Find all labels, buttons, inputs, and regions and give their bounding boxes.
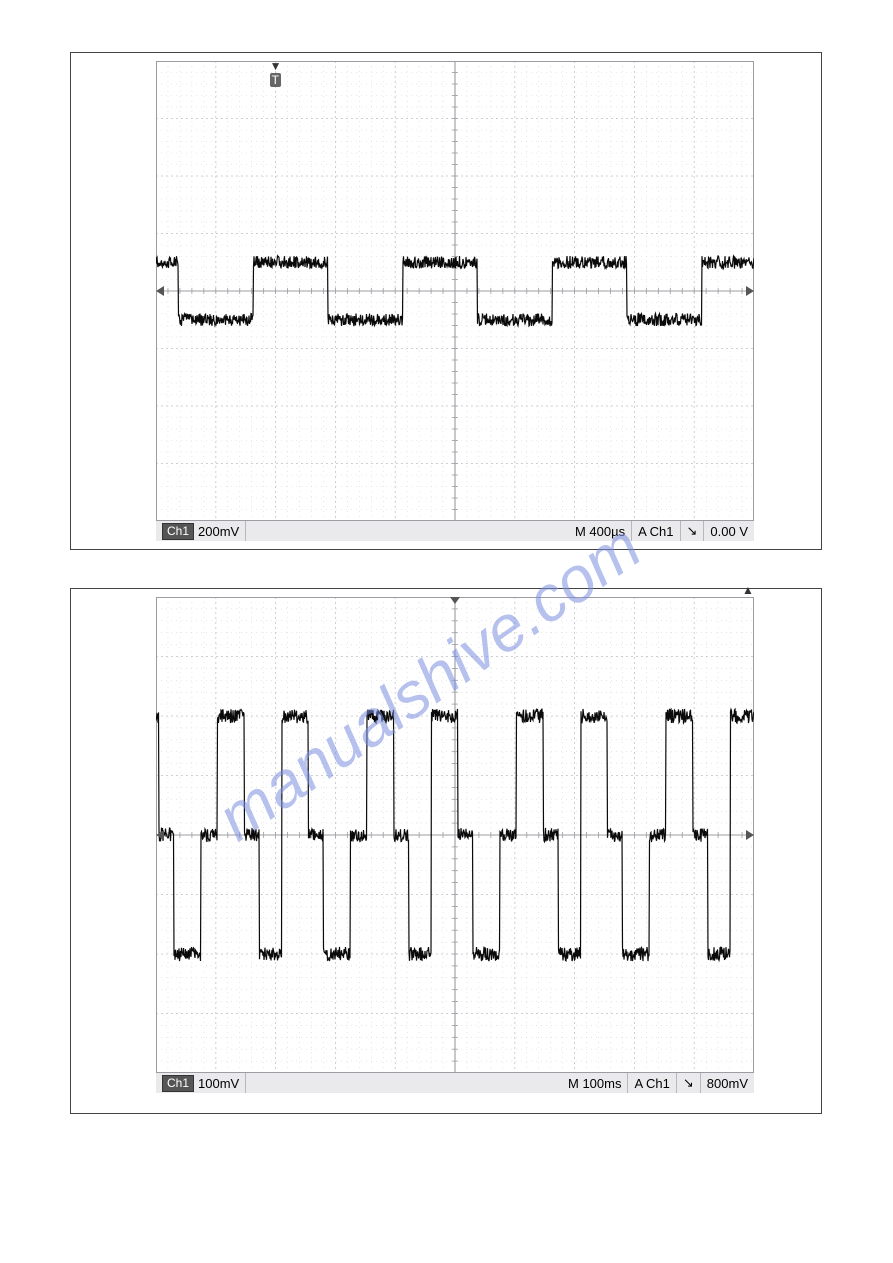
- scope-panel-top: ▼T Ch1 200mV M 400µs A Ch1 ↘ 0.00 V: [70, 52, 822, 550]
- readout-trigger-slope: ↘: [681, 521, 705, 541]
- scope-readout-bar-bottom: Ch1 100mV M 100ms A Ch1 ↘ 800mV: [156, 1073, 754, 1093]
- readout-timebase: M 400µs: [569, 521, 632, 541]
- readout-trigger-source: A Ch1: [628, 1073, 676, 1093]
- readout-trigger-level: 0.00 V: [704, 521, 754, 541]
- trigger-marker-bottom: ▲: [742, 583, 754, 597]
- trigger-marker-top: ▼T: [270, 59, 282, 87]
- oscilloscope-waveform-top: [156, 61, 754, 521]
- volts-per-div: 200mV: [198, 524, 239, 539]
- readout-trigger-level: 800mV: [701, 1073, 754, 1093]
- scope-panel-bottom: ▲ Ch1 100mV M 100ms A Ch1 ↘ 800mV: [70, 588, 822, 1114]
- oscilloscope-waveform-bottom: [156, 597, 754, 1073]
- readout-ch-voltsdiv: Ch1 200mV: [156, 521, 246, 541]
- readout-ch-voltsdiv: Ch1 100mV: [156, 1073, 246, 1093]
- page-root: ▼T Ch1 200mV M 400µs A Ch1 ↘ 0.00 V ▲ Ch…: [0, 0, 893, 1263]
- readout-timebase: M 100ms: [562, 1073, 628, 1093]
- scope-readout-bar-top: Ch1 200mV M 400µs A Ch1 ↘ 0.00 V: [156, 521, 754, 541]
- volts-per-div: 100mV: [198, 1076, 239, 1091]
- readout-trigger-source: A Ch1: [632, 521, 680, 541]
- channel-chip: Ch1: [162, 1075, 194, 1092]
- channel-chip: Ch1: [162, 523, 194, 540]
- readout-trigger-slope: ↘: [677, 1073, 701, 1093]
